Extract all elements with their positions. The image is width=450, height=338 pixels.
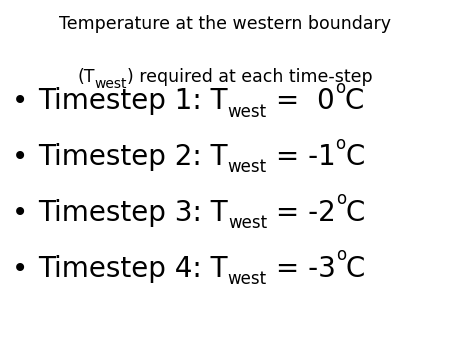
Text: west: west [228,270,267,288]
Text: C: C [345,88,364,115]
Text: Timestep 1: T: Timestep 1: T [38,88,228,115]
Text: = -2: = -2 [267,199,336,227]
Text: o: o [336,246,346,264]
Text: west: west [228,102,267,121]
Text: west: west [228,214,267,232]
Text: Timestep 3: T: Timestep 3: T [38,199,228,227]
Text: = -3: = -3 [267,255,336,283]
Text: Temperature at the western boundary: Temperature at the western boundary [59,15,391,33]
Text: ) required at each time-step: ) required at each time-step [127,68,373,86]
Text: Timestep 2: T: Timestep 2: T [38,143,228,171]
Text: C: C [346,255,365,283]
Text: •: • [12,143,28,171]
Text: o: o [336,135,346,153]
Text: •: • [12,255,28,283]
Text: (T: (T [77,68,94,86]
Text: =  0: = 0 [267,88,335,115]
Text: •: • [12,199,28,227]
Text: C: C [346,143,365,171]
Text: •: • [12,88,28,115]
Text: west: west [228,158,267,176]
Text: o: o [335,79,345,97]
Text: west: west [94,77,127,91]
Text: C: C [346,199,365,227]
Text: = -1: = -1 [267,143,336,171]
Text: Timestep 4: T: Timestep 4: T [38,255,228,283]
Text: o: o [336,190,346,209]
